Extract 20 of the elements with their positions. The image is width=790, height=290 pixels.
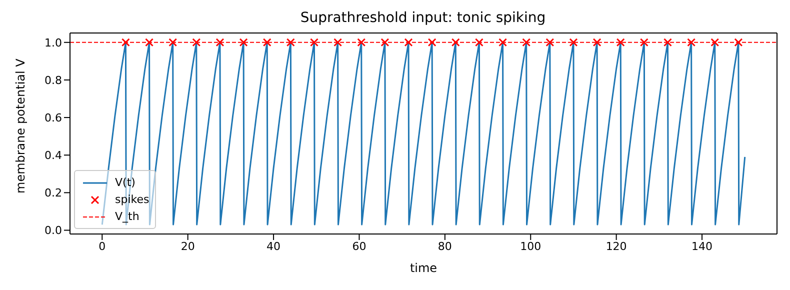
x-tick-label: 120: [606, 240, 627, 253]
y-tick-label: 0.6: [44, 111, 62, 124]
x-tick-label: 40: [266, 240, 281, 253]
chart-title: Suprathreshold input: tonic spiking: [299, 10, 547, 26]
y-tick-label: 0.0: [44, 224, 62, 238]
y-axis-title: membrane potential V: [13, 58, 28, 194]
legend-label: V(t): [115, 176, 136, 189]
x-tick-label: 100: [520, 240, 542, 253]
x-tick-label: 20: [180, 240, 195, 253]
x-axis-title: time: [410, 261, 438, 275]
y-tick-label: 0.4: [44, 149, 62, 162]
y-tick-label: 0.2: [44, 186, 62, 200]
x-tick-label: 140: [692, 240, 713, 253]
legend-label: spikes: [115, 193, 150, 206]
x-tick-label: 80: [438, 240, 452, 253]
x-tick-label: 0: [98, 240, 106, 253]
x-tick-label: 60: [352, 240, 366, 253]
y-tick-label: 1.0: [44, 36, 62, 50]
legend-label: V_th: [115, 210, 140, 223]
y-tick-label: 0.8: [44, 74, 62, 87]
